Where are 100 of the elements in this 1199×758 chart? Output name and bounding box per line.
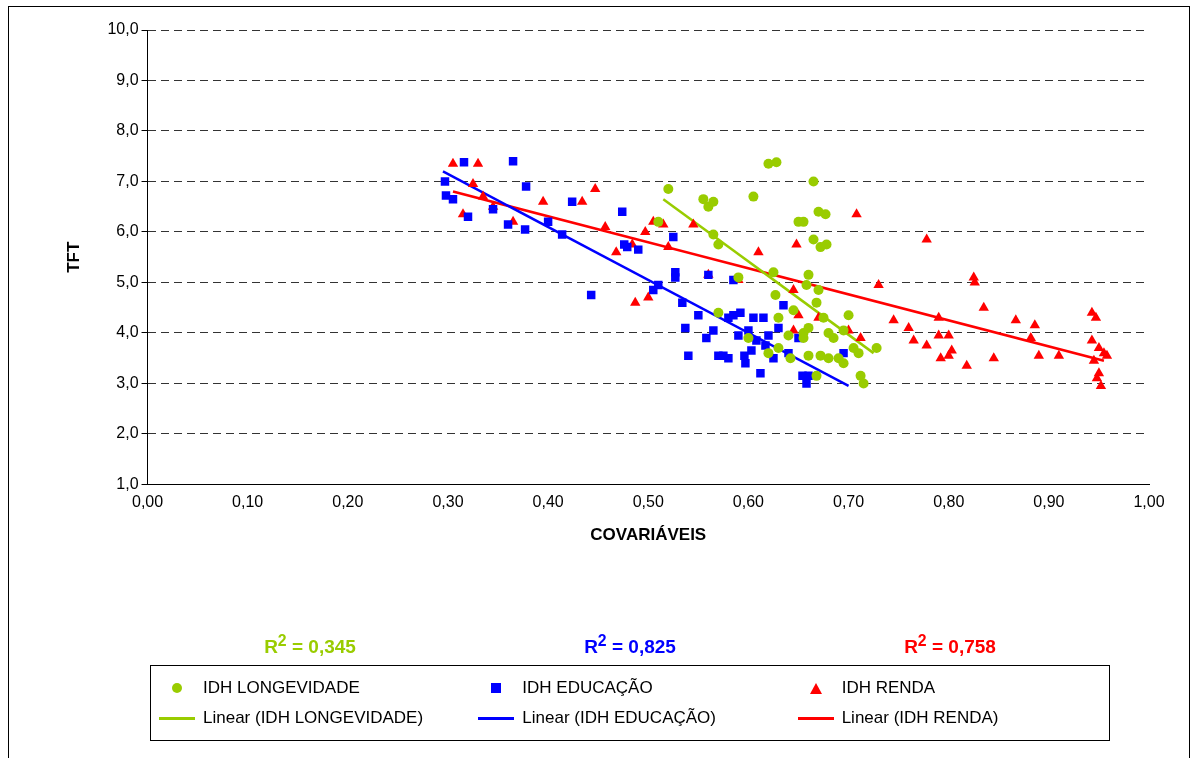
- point: [694, 311, 703, 320]
- legend-label: Linear (IDH RENDA): [841, 708, 999, 728]
- point: [634, 245, 643, 254]
- text: R$^{2}$ = 0,758: [903, 632, 997, 659]
- point: [653, 216, 664, 227]
- point: [779, 300, 788, 310]
- point: [818, 312, 829, 323]
- point: [853, 348, 864, 359]
- point: [785, 353, 796, 364]
- point: [763, 158, 774, 169]
- legend-label: IDH EDUCAÇÃO: [522, 678, 653, 698]
- x-tick-label: 0,00: [131, 493, 164, 511]
- y-tick-label: 3,0: [116, 373, 139, 391]
- legend-label: Linear (IDH LONGEVIDADE): [203, 708, 424, 728]
- point: [698, 194, 709, 205]
- point: [557, 230, 567, 239]
- point: [441, 191, 451, 200]
- point: [736, 308, 745, 317]
- y-tick-label: 10,0: [107, 20, 139, 38]
- point: [719, 351, 728, 360]
- point: [811, 370, 822, 381]
- y-tick-label: 6,0: [116, 222, 139, 240]
- point: [764, 331, 773, 340]
- legend-label: IDH LONGEVIDADE: [203, 678, 360, 698]
- point: [671, 273, 680, 282]
- point: [709, 326, 718, 335]
- point: [734, 331, 743, 340]
- point: [681, 323, 690, 333]
- point: [678, 298, 687, 307]
- x-tick-label: 0,70: [832, 493, 865, 511]
- y-axis-title: TFT: [63, 241, 83, 273]
- point: [838, 325, 849, 336]
- x-axis-title: COVARIÁVEIS: [590, 525, 707, 545]
- point: [838, 358, 849, 369]
- point: [783, 330, 794, 341]
- x-tick-label: 0,80: [933, 493, 965, 511]
- point: [843, 310, 854, 321]
- point: [756, 369, 765, 378]
- point: [763, 348, 774, 359]
- x-tick-label: 0,60: [732, 493, 765, 511]
- point: [713, 307, 724, 318]
- y-tick-label: 9,0: [116, 70, 139, 88]
- point: [858, 378, 869, 389]
- x-tick-label: 0,10: [232, 493, 264, 511]
- point: [741, 358, 750, 368]
- x-tick-label: 0,40: [532, 493, 564, 511]
- point: [804, 371, 813, 381]
- y-tick-label: 1,0: [116, 474, 139, 492]
- point: [813, 285, 824, 296]
- point: [821, 239, 832, 250]
- point: [768, 267, 779, 278]
- point: [654, 280, 663, 290]
- point: [820, 209, 831, 220]
- point: [521, 182, 531, 191]
- point: [459, 158, 469, 167]
- x-tick-label: 1,00: [1133, 493, 1165, 511]
- legend-label: IDH RENDA: [841, 678, 936, 698]
- x-tick-label: 0,20: [332, 493, 364, 511]
- point: [811, 297, 822, 308]
- point: [773, 343, 784, 354]
- point: [702, 333, 711, 343]
- text: R$^{2}$ = 0,345: [263, 632, 357, 659]
- point: [773, 312, 784, 323]
- point: [663, 184, 674, 195]
- point: [503, 220, 513, 229]
- point: [749, 313, 758, 323]
- text: R$^{2}$ = 0,825: [583, 632, 677, 659]
- y-tick-label: 4,0: [116, 323, 139, 341]
- point: [713, 239, 724, 250]
- y-tick-label: 8,0: [116, 121, 139, 139]
- x-tick-label: 0,50: [632, 493, 664, 511]
- point: [828, 332, 839, 343]
- point: [440, 177, 450, 186]
- point: [803, 350, 814, 361]
- point: [759, 313, 768, 323]
- point: [771, 157, 782, 168]
- point: [520, 225, 530, 234]
- point: [774, 323, 783, 333]
- point: [788, 305, 799, 316]
- x-tick-label: 0,30: [432, 493, 464, 511]
- point: [808, 176, 819, 187]
- point: [823, 353, 834, 364]
- point: [708, 229, 719, 240]
- point: [808, 234, 819, 245]
- point: [803, 269, 814, 280]
- point: [669, 232, 678, 242]
- point: [770, 290, 781, 301]
- y-tick-label: 5,0: [116, 272, 139, 290]
- point: [508, 157, 518, 166]
- point: [871, 343, 882, 354]
- point: [747, 346, 756, 355]
- point: [748, 191, 759, 202]
- y-tick-label: 2,0: [116, 424, 139, 442]
- point: [801, 279, 812, 290]
- y-tick-label: 7,0: [116, 171, 139, 189]
- point: [752, 336, 761, 345]
- x-tick-label: 0,90: [1033, 493, 1065, 511]
- point: [684, 351, 693, 360]
- point: [743, 332, 754, 343]
- point: [567, 197, 577, 206]
